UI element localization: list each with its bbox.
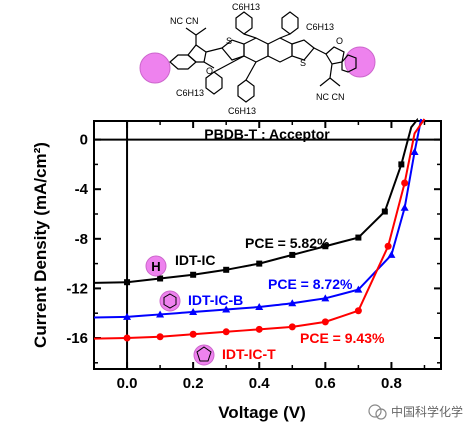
data-point	[222, 328, 230, 336]
data-point	[156, 310, 165, 318]
sulfur-right-label: S	[300, 58, 306, 68]
data-point	[157, 275, 164, 282]
data-point	[387, 250, 396, 258]
left-end-sphere	[139, 52, 171, 84]
data-point	[124, 279, 131, 286]
watermark-text: 中国科学化学	[391, 404, 463, 419]
data-point	[190, 271, 197, 278]
series	[93, 118, 426, 342]
sulfur-left-label: S	[226, 36, 232, 46]
data-point	[355, 234, 362, 241]
data-point	[322, 243, 329, 250]
data-point	[354, 307, 362, 315]
carbonyl-left-label: O	[206, 66, 213, 76]
series-annotation-idt-ic-b: IDT-IC-B PCE = 8.72%	[159, 276, 353, 312]
data-point	[288, 323, 296, 331]
series-label-idt-ic-b: IDT-IC-B	[188, 292, 243, 308]
benzene-ring-icon	[163, 293, 177, 309]
data-point	[398, 161, 405, 168]
thiophene-badge-icon	[193, 344, 215, 366]
chart-title: PBDB-T : Acceptor	[204, 126, 330, 142]
carbonyl-right-label: O	[336, 36, 343, 46]
data-point	[354, 285, 363, 293]
series-label-idt-ic-t: IDT-IC-T	[222, 346, 276, 362]
data-point	[384, 242, 392, 250]
y-axis-label: Current Density (mA/cm²)	[31, 142, 50, 348]
data-point	[400, 203, 409, 211]
data-point	[321, 318, 329, 326]
axes: 0.0 0.2 0.4 0.6 0.8 0 -4 -8 -12 -16	[66, 121, 441, 392]
right-end-sphere	[344, 46, 376, 78]
y-tick-label: 0	[80, 132, 88, 149]
watermark: 中国科学化学	[368, 404, 463, 420]
cyano-right-label: NC CN	[316, 92, 345, 102]
h-badge-letter: H	[151, 259, 160, 274]
data-point	[288, 299, 297, 307]
data-point	[189, 330, 197, 338]
data-point	[255, 303, 264, 310]
y-tick-label: -8	[75, 231, 88, 248]
data-point	[256, 260, 263, 267]
y-tick-label: -16	[66, 330, 88, 347]
series-annotation-idt-ic-t: IDT-IC-T PCE = 9.43%	[193, 330, 385, 366]
thiophene-ring-icon	[196, 346, 212, 362]
c6h13-label-a: C6H13	[232, 2, 260, 12]
plot-frame	[93, 120, 442, 370]
data-point	[321, 294, 330, 302]
series-annotation-idt-ic: H IDT-IC PCE = 5.82%	[145, 235, 330, 277]
c6h13-label-b: C6H13	[306, 22, 334, 32]
data-point	[381, 208, 388, 215]
series-label-idt-ic: IDT-IC	[175, 252, 215, 268]
data-point	[255, 325, 263, 333]
series-idt-ic-t	[93, 118, 426, 342]
series-line-extension	[93, 337, 128, 340]
data-point	[410, 148, 419, 155]
benzene-badge-icon	[159, 290, 181, 312]
y-tick-label: -4	[75, 181, 89, 198]
wechat-icon	[368, 404, 382, 418]
data-point	[123, 334, 131, 342]
series-line-extension	[93, 281, 128, 284]
series-line-extension	[93, 315, 128, 319]
data-point	[401, 179, 409, 187]
c6h13-label-c: C6H13	[176, 88, 204, 98]
data-point	[222, 305, 231, 313]
pce-label-idt-ic-b: PCE = 8.72%	[268, 276, 353, 292]
pce-label-idt-ic: PCE = 5.82%	[245, 235, 330, 251]
data-point	[123, 312, 132, 320]
pce-label-idt-ic-t: PCE = 9.43%	[300, 330, 385, 346]
c6h13-label-d: C6H13	[228, 106, 256, 116]
y-tick-label: -12	[66, 280, 88, 297]
data-point	[156, 333, 164, 341]
x-tick-label: 0.2	[183, 375, 204, 392]
series-idt-ic	[93, 118, 419, 286]
series-idt-ic-b	[93, 118, 423, 320]
x-axis-label: Voltage (V)	[218, 403, 306, 422]
x-tick-label: 0.4	[249, 375, 271, 392]
molecule-structure	[139, 11, 376, 103]
data-point	[189, 307, 198, 315]
data-point	[289, 251, 296, 258]
series-line	[126, 118, 419, 284]
data-point	[223, 266, 230, 273]
x-tick-label: 0.0	[117, 375, 138, 392]
wechat-icon-inner	[375, 408, 387, 420]
h-badge-icon	[145, 255, 167, 277]
x-tick-label: 0.6	[315, 375, 336, 392]
x-tick-label: 0.8	[381, 375, 402, 392]
cyano-left-label: NC CN	[170, 16, 199, 26]
molecule-labels: NC CN C6H13 C6H13 C6H13 C6H13 NC CN O O …	[170, 2, 345, 116]
